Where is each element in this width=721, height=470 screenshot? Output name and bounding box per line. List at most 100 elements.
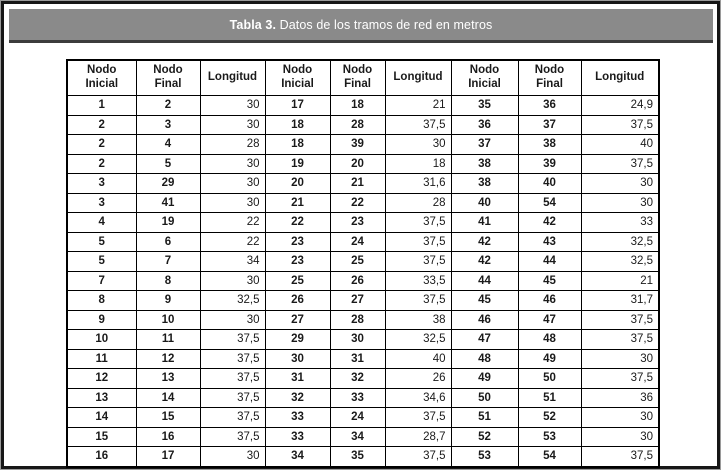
- cell-longitud: 26: [384, 368, 452, 389]
- table-row: 1 2 30 17 18 21 35 36 24,9: [66, 95, 660, 116]
- cell-nodo: 50: [450, 387, 519, 408]
- cell-nodo: 38: [517, 134, 582, 155]
- cell-nodo: 19: [264, 153, 331, 174]
- cell-longitud: 37,5: [384, 446, 452, 467]
- cell-nodo: 26: [329, 270, 386, 291]
- cell-longitud: 30: [580, 426, 660, 447]
- cell-nodo: 18: [264, 114, 331, 135]
- cell-longitud: 30: [199, 192, 266, 213]
- table-row: 5 7 34 23 25 37,5 42 44 32,5: [66, 251, 660, 272]
- header-longitud: Longitud: [199, 59, 266, 96]
- cell-nodo: 1: [66, 95, 137, 116]
- cell-nodo: 10: [135, 309, 201, 330]
- cell-nodo: 21: [264, 192, 331, 213]
- cell-nodo: 51: [450, 407, 519, 428]
- cell-nodo: 25: [264, 270, 331, 291]
- cell-nodo: 44: [450, 270, 519, 291]
- cell-nodo: 42: [450, 231, 519, 252]
- cell-nodo: 54: [517, 446, 582, 467]
- cell-longitud: 30: [199, 153, 266, 174]
- cell-longitud: 18: [384, 153, 452, 174]
- cell-nodo: 15: [135, 407, 201, 428]
- cell-longitud: 31,6: [384, 173, 452, 194]
- cell-longitud: 30: [580, 192, 660, 213]
- cell-nodo: 33: [264, 407, 331, 428]
- cell-nodo: 3: [66, 192, 137, 213]
- cell-nodo: 21: [329, 173, 386, 194]
- table-caption-bar: Tabla 3. Datos de los tramos de red en m…: [9, 9, 713, 43]
- cell-longitud: 32,5: [580, 231, 660, 252]
- cell-nodo: 39: [329, 134, 386, 155]
- cell-nodo: 18: [329, 95, 386, 116]
- cell-nodo: 35: [450, 95, 519, 116]
- cell-longitud: 37,5: [384, 212, 452, 233]
- cell-nodo: 24: [329, 231, 386, 252]
- cell-nodo: 12: [66, 368, 137, 389]
- cell-nodo: 30: [329, 329, 386, 350]
- cell-nodo: 8: [66, 290, 137, 311]
- cell-nodo: 8: [135, 270, 201, 291]
- cell-longitud: 37,5: [199, 426, 266, 447]
- cell-nodo: 23: [264, 231, 331, 252]
- cell-longitud: 21: [580, 270, 660, 291]
- cell-nodo: 25: [329, 251, 386, 272]
- cell-nodo: 49: [517, 348, 582, 369]
- cell-nodo: 34: [264, 446, 331, 467]
- cell-nodo: 20: [264, 173, 331, 194]
- cell-nodo: 5: [135, 153, 201, 174]
- cell-nodo: 38: [450, 173, 519, 194]
- cell-longitud: 33: [580, 212, 660, 233]
- cell-longitud: 37,5: [384, 114, 452, 135]
- cell-nodo: 48: [517, 329, 582, 350]
- cell-nodo: 13: [135, 368, 201, 389]
- cell-nodo: 2: [66, 134, 137, 155]
- header-longitud: Longitud: [384, 59, 452, 96]
- cell-nodo: 54: [517, 192, 582, 213]
- cell-nodo: 10: [66, 329, 137, 350]
- cell-nodo: 23: [264, 251, 331, 272]
- table-row: 16 17 30 34 35 37,5 53 54 37,5: [66, 446, 660, 467]
- cell-nodo: 27: [329, 290, 386, 311]
- cell-longitud: 32,5: [199, 290, 266, 311]
- cell-nodo: 15: [66, 426, 137, 447]
- header-nodo-inicial: Nodo Inicial: [450, 59, 519, 96]
- cell-nodo: 16: [66, 446, 137, 467]
- cell-longitud: 22: [199, 231, 266, 252]
- cell-longitud: 21: [384, 95, 452, 116]
- cell-nodo: 48: [450, 348, 519, 369]
- cell-nodo: 33: [264, 426, 331, 447]
- cell-nodo: 11: [135, 329, 201, 350]
- cell-longitud: 37,5: [199, 407, 266, 428]
- cell-longitud: 30: [384, 134, 452, 155]
- cell-nodo: 30: [264, 348, 331, 369]
- table-row: 14 15 37,5 33 24 37,5 51 52 30: [66, 407, 660, 428]
- cell-longitud: 24,9: [580, 95, 660, 116]
- cell-longitud: 30: [199, 270, 266, 291]
- cell-nodo: 12: [135, 348, 201, 369]
- header-nodo-final: Nodo Final: [135, 59, 201, 96]
- cell-longitud: 37,5: [384, 407, 452, 428]
- table-caption-text: Datos de los tramos de red en metros: [276, 17, 493, 32]
- table-row: 2 3 30 18 28 37,5 36 37 37,5: [66, 114, 660, 135]
- cell-longitud: 28,7: [384, 426, 452, 447]
- cell-nodo: 41: [135, 192, 201, 213]
- cell-longitud: 22: [199, 212, 266, 233]
- table-row: 12 13 37,5 31 32 26 49 50 37,5: [66, 368, 660, 389]
- table-row: 7 8 30 25 26 33,5 44 45 21: [66, 270, 660, 291]
- cell-nodo: 36: [450, 114, 519, 135]
- cell-nodo: 7: [66, 270, 137, 291]
- header-nodo-inicial: Nodo Inicial: [264, 59, 331, 96]
- table-row: 10 11 37,5 29 30 32,5 47 48 37,5: [66, 329, 660, 350]
- cell-nodo: 26: [264, 290, 331, 311]
- cell-nodo: 29: [135, 173, 201, 194]
- cell-nodo: 33: [329, 387, 386, 408]
- cell-nodo: 51: [517, 387, 582, 408]
- table-row: 2 5 30 19 20 18 38 39 37,5: [66, 153, 660, 174]
- table-row: 2 4 28 18 39 30 37 38 40: [66, 134, 660, 155]
- cell-nodo: 11: [66, 348, 137, 369]
- cell-nodo: 22: [329, 192, 386, 213]
- cell-nodo: 31: [329, 348, 386, 369]
- cell-nodo: 13: [66, 387, 137, 408]
- cell-nodo: 46: [450, 309, 519, 330]
